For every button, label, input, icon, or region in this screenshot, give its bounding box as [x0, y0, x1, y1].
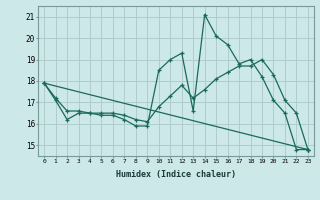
X-axis label: Humidex (Indice chaleur): Humidex (Indice chaleur): [116, 170, 236, 179]
